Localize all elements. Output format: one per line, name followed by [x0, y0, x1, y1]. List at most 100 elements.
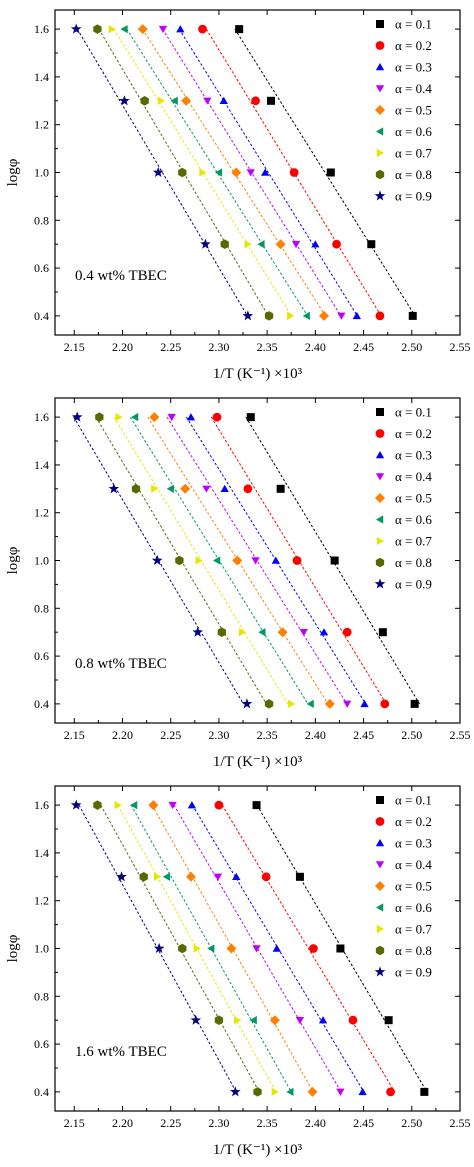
x-tick-label: 2.25 — [160, 728, 181, 742]
data-point — [258, 628, 266, 637]
x-tick-label: 2.30 — [208, 728, 229, 742]
legend-label: α = 0.5 — [395, 879, 432, 894]
data-point — [348, 1015, 358, 1025]
data-point — [295, 1016, 305, 1025]
data-point — [271, 1087, 279, 1097]
legend-marker — [376, 20, 384, 28]
data-point — [309, 944, 318, 953]
data-point — [252, 801, 261, 810]
data-point — [190, 1014, 202, 1025]
data-point — [213, 873, 223, 881]
data-point — [149, 412, 160, 423]
x-tick-label: 2.55 — [450, 340, 471, 354]
data-point — [275, 239, 286, 250]
legend-label: α = 0.4 — [395, 857, 432, 872]
legend-marker — [374, 966, 386, 977]
legend-marker — [375, 557, 385, 568]
series-2 — [210, 412, 390, 709]
data-point — [251, 557, 260, 565]
panel-annotation: 1.6 wt% TBEC — [75, 1044, 167, 1060]
legend-label: α = 0.6 — [395, 124, 432, 139]
data-point — [324, 698, 335, 709]
y-tick-label: 0.4 — [34, 1085, 49, 1099]
legend-label: α = 0.4 — [395, 469, 432, 484]
data-point — [261, 872, 271, 882]
chart-panel-2: 2.15 2.20 2.25 2.30 2.35 2.40 2.45 2.50 2.55 0.4 0… — [5, 397, 471, 770]
data-point — [289, 168, 299, 177]
legend-label: α = 0.5 — [395, 491, 432, 506]
y-tick-label: 1.4 — [34, 846, 49, 860]
data-point — [378, 628, 387, 637]
legend-label: α = 0.4 — [395, 81, 432, 96]
series-9 — [71, 411, 253, 709]
y-tick-label: 0.8 — [34, 601, 49, 615]
legend-marker — [375, 169, 385, 180]
data-point — [244, 240, 252, 249]
data-point — [332, 239, 341, 249]
legend-marker — [375, 945, 385, 956]
data-point — [343, 700, 352, 708]
legend-label: α = 0.2 — [395, 38, 432, 53]
data-point — [140, 96, 149, 106]
data-point — [185, 871, 196, 882]
data-point — [307, 1086, 318, 1097]
legend-marker — [375, 429, 385, 438]
data-point — [318, 1016, 328, 1024]
y-tick-label: 1.0 — [34, 166, 49, 180]
panel-annotation: 0.8 wt% TBEC — [75, 656, 167, 672]
legend-label: α = 0.1 — [395, 17, 432, 32]
data-point — [286, 1087, 294, 1097]
x-tick-label: 2.40 — [305, 1116, 326, 1130]
legend-marker — [376, 148, 384, 158]
legend-marker — [375, 105, 385, 115]
data-point — [299, 628, 308, 637]
data-point — [408, 311, 417, 320]
x-tick-label: 2.45 — [353, 1116, 374, 1130]
fit-line — [166, 416, 348, 705]
x-tick-label: 2.50 — [401, 340, 422, 354]
y-tick-label: 1.6 — [34, 798, 49, 812]
legend-marker — [375, 85, 385, 93]
data-point — [181, 95, 192, 106]
legend-marker — [376, 408, 384, 416]
legend-label: α = 0.3 — [395, 836, 432, 851]
series-8 — [93, 24, 274, 321]
x-tick-label: 2.50 — [401, 1116, 422, 1130]
data-point — [153, 942, 165, 954]
data-point — [180, 483, 191, 494]
series-3 — [176, 25, 361, 320]
data-point — [217, 627, 226, 637]
data-point — [220, 484, 229, 493]
fit-line — [126, 28, 308, 317]
data-point — [176, 25, 185, 33]
y-tick-label: 1.0 — [34, 942, 49, 956]
data-point — [131, 484, 141, 494]
legend: α = 0.1 α = 0.2 α = 0.3 α = 0.4 α = 0.5 α = 0… — [374, 17, 432, 204]
x-tick-label: 2.50 — [401, 728, 422, 742]
fit-line — [173, 804, 342, 1093]
data-point — [193, 944, 201, 953]
series-5 — [148, 800, 318, 1097]
legend-label: α = 0.1 — [395, 793, 432, 808]
data-point — [246, 413, 255, 422]
y-tick-label: 0.6 — [34, 649, 49, 663]
data-point — [420, 1087, 429, 1096]
series-3 — [187, 801, 367, 1096]
data-point — [203, 97, 212, 105]
data-point — [95, 412, 104, 422]
x-tick-label: 2.15 — [64, 1116, 85, 1130]
legend-marker — [376, 127, 384, 136]
data-point — [410, 699, 419, 708]
x-tick-label: 2.20 — [112, 728, 133, 742]
series-2 — [214, 800, 396, 1097]
data-point — [214, 1015, 224, 1025]
data-point — [137, 24, 148, 35]
data-point — [120, 24, 128, 34]
data-point — [264, 699, 274, 709]
data-point — [295, 872, 304, 881]
y-tick-label: 1.6 — [34, 22, 49, 36]
legend-marker — [375, 473, 385, 481]
data-point — [151, 554, 163, 566]
data-point — [198, 24, 207, 34]
x-tick-label: 2.55 — [450, 728, 471, 742]
